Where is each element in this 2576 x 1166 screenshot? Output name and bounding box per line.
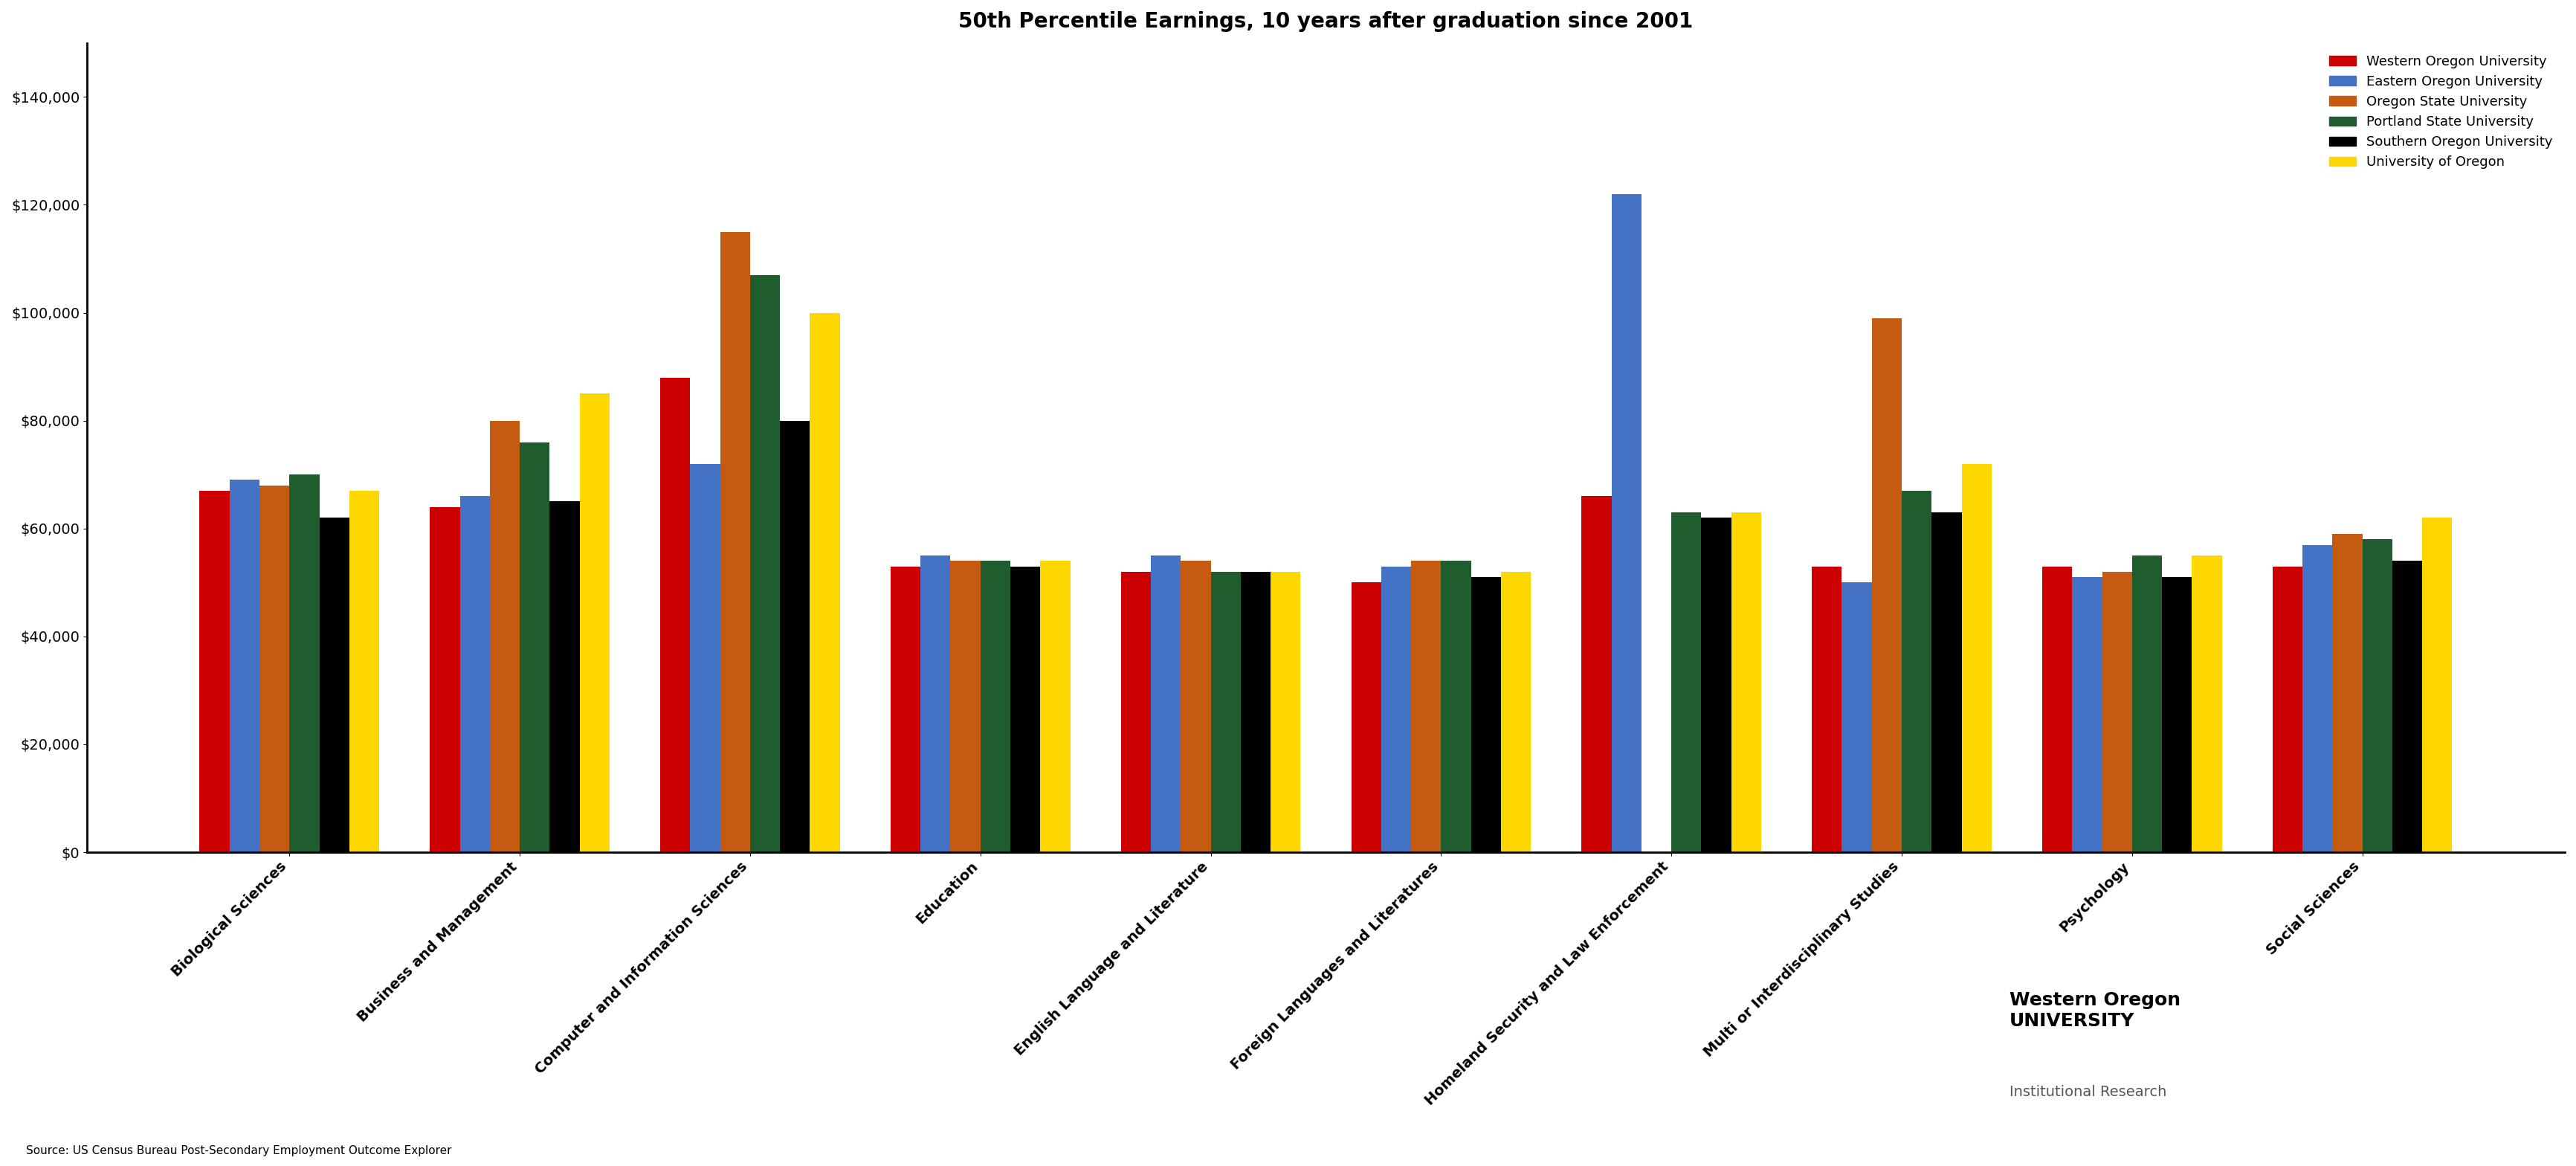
Title: 50th Percentile Earnings, 10 years after graduation since 2001: 50th Percentile Earnings, 10 years after… bbox=[958, 12, 1692, 31]
Bar bbox=[1151, 555, 1180, 852]
Bar bbox=[489, 421, 520, 852]
Bar bbox=[2362, 540, 2393, 852]
Bar bbox=[2071, 577, 2102, 852]
Bar bbox=[319, 518, 350, 852]
Bar bbox=[289, 475, 319, 852]
Bar bbox=[2192, 555, 2223, 852]
Bar bbox=[2043, 567, 2071, 852]
Bar bbox=[1672, 512, 1700, 852]
Bar bbox=[1270, 571, 1301, 852]
Text: Source: US Census Bureau Post-Secondary Employment Outcome Explorer: Source: US Census Bureau Post-Secondary … bbox=[26, 1145, 451, 1157]
Bar bbox=[2303, 545, 2331, 852]
Bar bbox=[1211, 571, 1242, 852]
Bar bbox=[1873, 318, 1901, 852]
Bar bbox=[461, 497, 489, 852]
Bar bbox=[1041, 561, 1069, 852]
Bar bbox=[1242, 571, 1270, 852]
Text: Western Oregon
UNIVERSITY: Western Oregon UNIVERSITY bbox=[2009, 991, 2179, 1030]
Bar bbox=[1901, 491, 1932, 852]
Bar bbox=[229, 480, 260, 852]
Legend: Western Oregon University, Eastern Oregon University, Oregon State University, P: Western Oregon University, Eastern Orego… bbox=[2324, 50, 2558, 175]
Bar bbox=[1471, 577, 1502, 852]
Bar bbox=[2272, 567, 2303, 852]
Bar bbox=[1700, 518, 1731, 852]
Bar bbox=[981, 561, 1010, 852]
Bar bbox=[1582, 497, 1613, 852]
Bar bbox=[781, 421, 809, 852]
Bar bbox=[951, 561, 981, 852]
Bar bbox=[690, 464, 721, 852]
Bar bbox=[1502, 571, 1530, 852]
Bar bbox=[198, 491, 229, 852]
Bar bbox=[920, 555, 951, 852]
Bar bbox=[2133, 555, 2161, 852]
Bar bbox=[1731, 512, 1762, 852]
Bar bbox=[1960, 464, 1991, 852]
Bar bbox=[350, 491, 379, 852]
Bar bbox=[1613, 194, 1641, 852]
Bar bbox=[1811, 567, 1842, 852]
Bar bbox=[1412, 561, 1440, 852]
Bar bbox=[1381, 567, 1412, 852]
Bar bbox=[1932, 512, 1960, 852]
Bar bbox=[2331, 534, 2362, 852]
Bar bbox=[1440, 561, 1471, 852]
Bar bbox=[1352, 583, 1381, 852]
Bar bbox=[891, 567, 920, 852]
Bar bbox=[809, 312, 840, 852]
Bar bbox=[2393, 561, 2421, 852]
Bar bbox=[520, 442, 549, 852]
Bar bbox=[1010, 567, 1041, 852]
Bar bbox=[721, 232, 750, 852]
Bar bbox=[1842, 583, 1873, 852]
Bar bbox=[580, 394, 611, 852]
Bar bbox=[430, 507, 461, 852]
Bar bbox=[2421, 518, 2452, 852]
Bar bbox=[2102, 571, 2133, 852]
Bar bbox=[750, 275, 781, 852]
Bar bbox=[1180, 561, 1211, 852]
Bar bbox=[2161, 577, 2192, 852]
Bar bbox=[260, 485, 289, 852]
Bar bbox=[1121, 571, 1151, 852]
Bar bbox=[659, 378, 690, 852]
Bar bbox=[549, 501, 580, 852]
Text: Institutional Research: Institutional Research bbox=[2009, 1084, 2166, 1100]
